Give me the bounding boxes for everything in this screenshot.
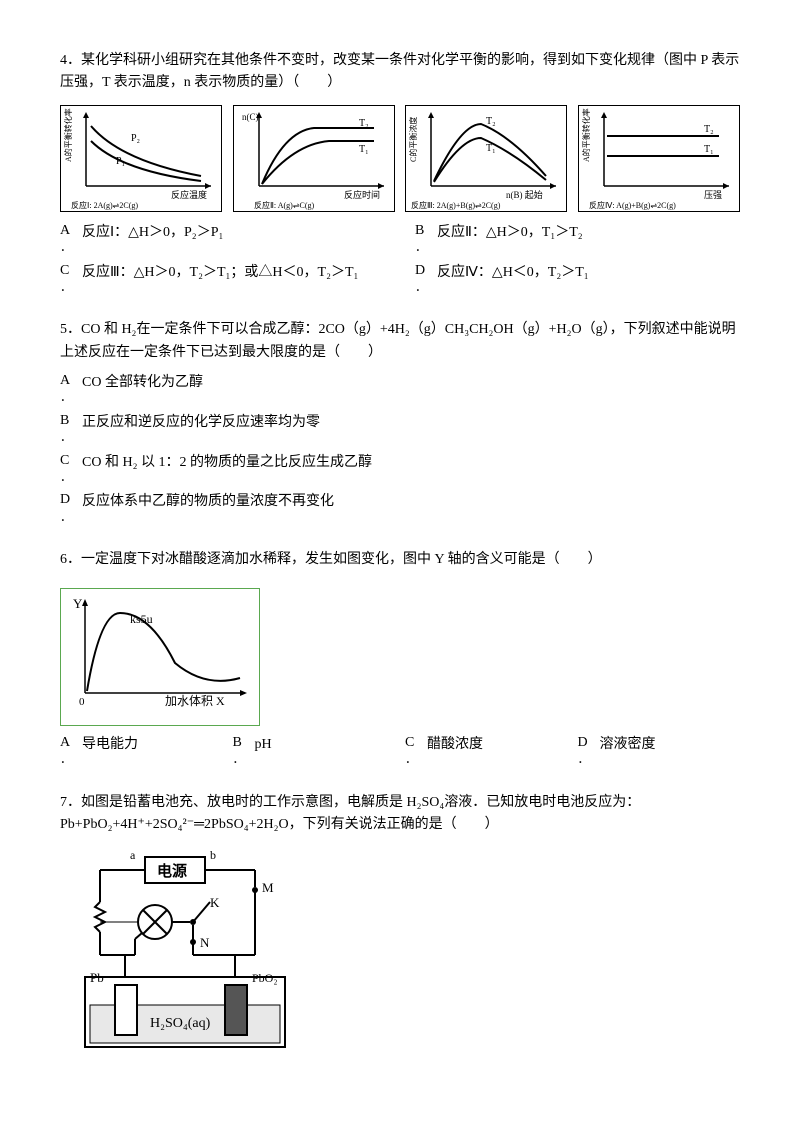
svg-text:加水体积 X: 加水体积 X	[165, 694, 225, 708]
option-text: 反应Ⅱ：△H＞0，T₁＞T₂	[437, 222, 583, 244]
q6-graph: Y 0 加水体积 X ks5u	[60, 588, 260, 726]
svg-text:反应Ⅳ: A(g)+B(g)⇌2C(g): 反应Ⅳ: A(g)+B(g)⇌2C(g)	[589, 200, 676, 210]
q5-text: 5．CO 和 H₂在一定条件下可以合成乙醇：2CO（g）+4H₂（g）CH₃CH…	[60, 319, 740, 364]
option-text: 正反应和逆反应的化学反应速率均为零	[82, 412, 320, 434]
option-text: 醋酸浓度	[427, 734, 483, 756]
svg-text:n(B) 起始: n(B) 起始	[506, 189, 543, 200]
svg-text:A的平衡转化率: A的平衡转化率	[63, 108, 73, 162]
q4-option-d[interactable]: D． 反应Ⅳ：△H＜0，T₂＞T₁	[415, 262, 740, 296]
svg-text:A的平衡转化率: A的平衡转化率	[581, 108, 591, 162]
svg-text:Pb: Pb	[90, 970, 104, 985]
svg-text:b: b	[210, 848, 216, 862]
q5-options: A． CO 全部转化为乙醇 B． 正反应和逆反应的化学反应速率均为零 C． CO…	[60, 372, 740, 525]
option-text: 反应体系中乙醇的物质的量浓度不再变化	[82, 491, 334, 513]
q5-option-d[interactable]: D． 反应体系中乙醇的物质的量浓度不再变化	[60, 491, 740, 525]
svg-text:M: M	[262, 880, 274, 895]
svg-text:T₂: T₂	[359, 118, 369, 129]
option-text: 反应Ⅲ：△H＞0，T₂＞T₁；或△H＜0，T₂＞T₁	[82, 262, 358, 284]
svg-text:反应Ⅲ: 2A(g)+B(g)⇌2C(g): 反应Ⅲ: 2A(g)+B(g)⇌2C(g)	[411, 200, 501, 210]
question-4: 4．某化学科研小组研究在其他条件不变时，改变某一条件对化学平衡的影响，得到如下变…	[60, 50, 740, 295]
option-text: 反应Ⅰ：△H＞0，P₂＞P₁	[82, 222, 223, 244]
q6-text: 6．一定温度下对冰醋酸逐滴加水稀释，发生如图变化，图中 Y 轴的含义可能是（ ）	[60, 549, 740, 571]
q4-text: 4．某化学科研小组研究在其他条件不变时，改变某一条件对化学平衡的影响，得到如下变…	[60, 50, 740, 95]
svg-text:反应时间: 反应时间	[344, 189, 380, 200]
q5-option-b[interactable]: B． 正反应和逆反应的化学反应速率均为零	[60, 412, 740, 446]
svg-text:C的平衡浓度: C的平衡浓度	[408, 116, 418, 161]
svg-text:反应温度: 反应温度	[171, 189, 207, 200]
q6-option-a[interactable]: A． 导电能力	[60, 734, 223, 768]
svg-text:n(C): n(C)	[242, 112, 259, 122]
question-7: 7．如图是铅蓄电池充、放电时的工作示意图，电解质是 H₂SO₄溶液．已知放电时电…	[60, 792, 740, 1065]
q4-chart-4: T₂ T₁ A的平衡转化率 压强 反应Ⅳ: A(g)+B(g)⇌2C(g)	[578, 105, 740, 212]
option-text: 溶液密度	[600, 734, 656, 756]
svg-text:T₁: T₁	[704, 144, 714, 155]
svg-text:T₂: T₂	[704, 124, 714, 135]
q4-chart-3: T₂ T₁ C的平衡浓度 n(B) 起始 反应Ⅲ: 2A(g)+B(g)⇌2C(…	[405, 105, 567, 212]
svg-text:T₁: T₁	[359, 144, 369, 155]
q6-option-b[interactable]: B． pH	[233, 734, 396, 768]
option-text: CO 和 H₂ 以 1：2 的物质的量之比反应生成乙醇	[82, 452, 372, 474]
svg-text:T₂: T₂	[486, 116, 496, 127]
svg-text:反应Ⅰ: 2A(g)⇌2C(g): 反应Ⅰ: 2A(g)⇌2C(g)	[71, 200, 138, 210]
question-6: 6．一定温度下对冰醋酸逐滴加水稀释，发生如图变化，图中 Y 轴的含义可能是（ ）…	[60, 549, 740, 768]
q4-charts: P₂ P₁ A的平衡转化率 反应温度 反应Ⅰ: 2A(g)⇌2C(g) T₂ T…	[60, 105, 740, 212]
q4-options: A． 反应Ⅰ：△H＞0，P₂＞P₁ B． 反应Ⅱ：△H＞0，T₁＞T₂ C． 反…	[60, 222, 740, 296]
q6-options: A． 导电能力 B． pH C． 醋酸浓度 D． 溶液密度	[60, 734, 740, 768]
svg-text:压强: 压强	[704, 190, 722, 200]
svg-text:0: 0	[79, 696, 85, 708]
option-text: 导电能力	[82, 734, 138, 756]
svg-text:反应Ⅱ: A(g)⇌C(g): 反应Ⅱ: A(g)⇌C(g)	[254, 200, 315, 210]
svg-text:H₂SO₄(aq): H₂SO₄(aq)	[150, 1016, 211, 1031]
q4-option-b[interactable]: B． 反应Ⅱ：△H＞0，T₁＞T₂	[415, 222, 740, 256]
q5-option-a[interactable]: A． CO 全部转化为乙醇	[60, 372, 740, 406]
option-text: pH	[255, 734, 272, 756]
q6-option-c[interactable]: C． 醋酸浓度	[405, 734, 568, 768]
q5-option-c[interactable]: C． CO 和 H₂ 以 1：2 的物质的量之比反应生成乙醇	[60, 452, 740, 486]
svg-text:K: K	[210, 895, 220, 910]
svg-text:电源: 电源	[157, 862, 187, 880]
q7-text: 7．如图是铅蓄电池充、放电时的工作示意图，电解质是 H₂SO₄溶液．已知放电时电…	[60, 792, 740, 837]
svg-text:PbO₂: PbO₂	[252, 971, 278, 985]
svg-text:ks5u: ks5u	[130, 612, 153, 626]
svg-text:Y: Y	[73, 596, 83, 611]
svg-text:P₁: P₁	[116, 156, 125, 167]
option-text: CO 全部转化为乙醇	[82, 372, 203, 394]
svg-text:P₂: P₂	[131, 133, 140, 144]
svg-text:a: a	[130, 848, 136, 862]
q4-option-c[interactable]: C． 反应Ⅲ：△H＞0，T₂＞T₁；或△H＜0，T₂＞T₁	[60, 262, 385, 296]
q4-chart-2: T₂ T₁ n(C) 反应时间 反应Ⅱ: A(g)⇌C(g)	[233, 105, 395, 212]
q4-option-a[interactable]: A． 反应Ⅰ：△H＞0，P₂＞P₁	[60, 222, 385, 256]
q4-chart-1: P₂ P₁ A的平衡转化率 反应温度 反应Ⅰ: 2A(g)⇌2C(g)	[60, 105, 222, 212]
q7-diagram: 电源 a b M K	[60, 847, 310, 1065]
svg-text:T₁: T₁	[486, 143, 496, 154]
option-text: 反应Ⅳ：△H＜0，T₂＞T₁	[437, 262, 589, 284]
svg-text:N: N	[200, 935, 210, 950]
q6-option-d[interactable]: D． 溶液密度	[578, 734, 741, 768]
question-5: 5．CO 和 H₂在一定条件下可以合成乙醇：2CO（g）+4H₂（g）CH₃CH…	[60, 319, 740, 525]
